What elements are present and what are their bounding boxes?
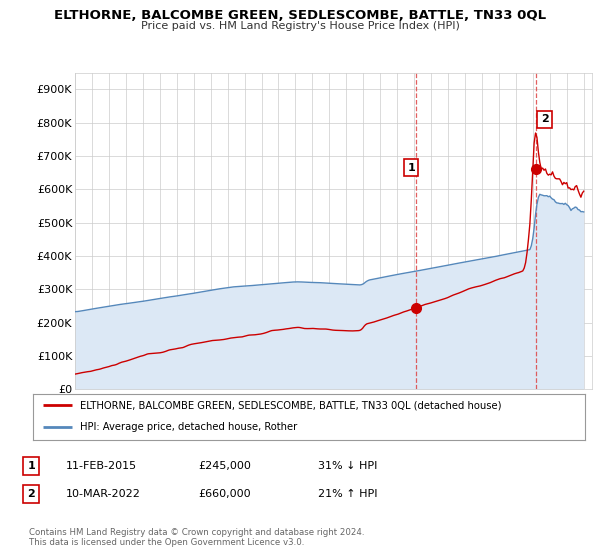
Text: £245,000: £245,000 — [198, 461, 251, 471]
Text: 2: 2 — [541, 114, 548, 124]
Text: 21% ↑ HPI: 21% ↑ HPI — [318, 489, 377, 499]
Text: 11-FEB-2015: 11-FEB-2015 — [66, 461, 137, 471]
Text: 2: 2 — [28, 489, 35, 499]
Text: 31% ↓ HPI: 31% ↓ HPI — [318, 461, 377, 471]
Text: ELTHORNE, BALCOMBE GREEN, SEDLESCOMBE, BATTLE, TN33 0QL: ELTHORNE, BALCOMBE GREEN, SEDLESCOMBE, B… — [54, 9, 546, 22]
Text: HPI: Average price, detached house, Rother: HPI: Average price, detached house, Roth… — [80, 422, 297, 432]
Text: Contains HM Land Registry data © Crown copyright and database right 2024.
This d: Contains HM Land Registry data © Crown c… — [29, 528, 364, 547]
Text: 10-MAR-2022: 10-MAR-2022 — [66, 489, 141, 499]
Text: 1: 1 — [28, 461, 35, 471]
Text: £660,000: £660,000 — [198, 489, 251, 499]
Text: ELTHORNE, BALCOMBE GREEN, SEDLESCOMBE, BATTLE, TN33 0QL (detached house): ELTHORNE, BALCOMBE GREEN, SEDLESCOMBE, B… — [80, 400, 502, 410]
Text: Price paid vs. HM Land Registry's House Price Index (HPI): Price paid vs. HM Land Registry's House … — [140, 21, 460, 31]
Text: 1: 1 — [407, 163, 415, 172]
